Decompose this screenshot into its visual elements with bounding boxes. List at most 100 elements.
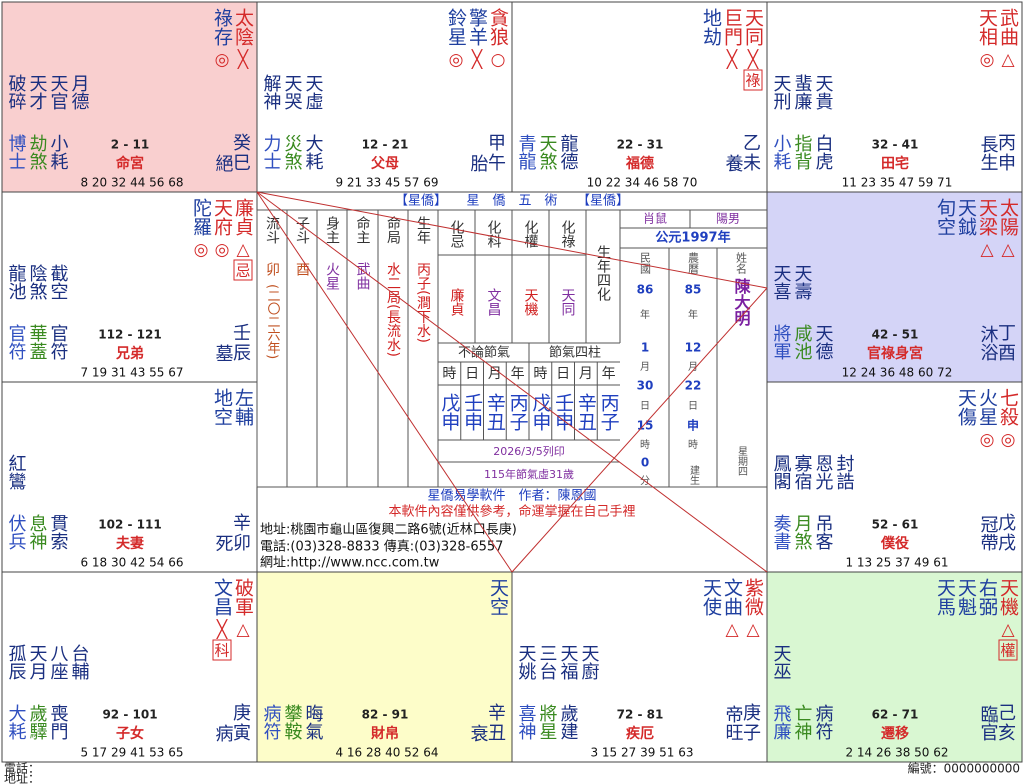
- stem: 戊: [998, 513, 1016, 534]
- palace-name: 命宮: [115, 155, 144, 172]
- star: 火星: [976, 388, 998, 426]
- minor-star: 天姚: [516, 644, 537, 680]
- person-name: 陳大明: [732, 277, 751, 327]
- spirit-star: 青龍: [516, 134, 537, 170]
- spirit-star: 病符: [261, 704, 282, 741]
- star: 天相: [976, 8, 998, 46]
- spirit-star: 天煞: [537, 134, 558, 170]
- stem: 丙: [998, 133, 1016, 154]
- brightness: △: [1001, 620, 1015, 640]
- hua-box: [998, 639, 1018, 661]
- pillar-value: 戊申: [438, 393, 460, 431]
- age-range: 62 - 71: [872, 708, 919, 722]
- minor-star: 天官: [48, 74, 69, 110]
- spirit-star: 小耗: [48, 134, 69, 170]
- spirit-star: 龍德: [558, 134, 579, 170]
- date-value: 1: [641, 341, 649, 355]
- age-range: 92 - 101: [102, 708, 157, 722]
- brightness: ╳: [237, 49, 249, 70]
- star: 天傷: [955, 388, 977, 427]
- pillar-value: 戊申: [529, 393, 551, 431]
- spirit-star: 伏兵: [6, 514, 27, 550]
- star: 天機: [997, 578, 1019, 616]
- star: 右弼: [976, 578, 998, 617]
- sihua-value: 文昌: [486, 288, 502, 316]
- spirit-star: 病符: [813, 704, 834, 741]
- star: 貪狼: [487, 8, 509, 46]
- gender: 陽男: [716, 212, 740, 226]
- palace-name: 夫妻: [116, 535, 144, 552]
- decade-years: 12 24 36 48 60 72: [842, 366, 953, 380]
- date-unit: 月: [640, 361, 650, 373]
- print-date: 2026/3/5列印: [493, 444, 564, 458]
- pillar-value: 壬申: [461, 393, 483, 431]
- date-value: 申: [687, 418, 699, 433]
- brightness: ╳: [726, 49, 738, 70]
- decade-years: 4 16 28 40 52 64: [335, 746, 438, 760]
- pillar-value: 丙子: [507, 393, 529, 431]
- palace-name: 官祿身宮: [867, 345, 923, 362]
- pillar-head: 時: [533, 366, 547, 382]
- palace: [766, 381, 1023, 573]
- column-value: 火星: [324, 262, 340, 290]
- decade-years: 6 18 30 42 54 66: [80, 556, 183, 570]
- decade-years: 9 21 33 45 57 69: [335, 176, 438, 190]
- changsheng: 胎: [468, 154, 489, 172]
- star: 天使: [700, 578, 722, 616]
- column-extra: (二〇二六年): [265, 284, 281, 359]
- sihua-value: 廉貞: [449, 287, 465, 316]
- date-unit: 年: [688, 308, 698, 321]
- age-range: 72 - 81: [617, 708, 664, 722]
- age-note: 115年節氣虛31歲: [484, 467, 574, 481]
- branch: 亥: [998, 723, 1016, 744]
- software-info: 網址:http://www.ncc.com.tw: [260, 556, 440, 571]
- footer-phone: 電話：: [4, 761, 40, 776]
- branch: 巳: [233, 153, 251, 174]
- minor-star: 恩光: [813, 454, 834, 491]
- changsheng: 沐浴: [978, 325, 999, 361]
- star: 武曲: [997, 8, 1019, 46]
- software-info: 電話:(03)328-8833 傳真:(03)328-6557: [260, 539, 503, 555]
- hua: 忌: [235, 262, 250, 280]
- age-range: 52 - 61: [872, 518, 919, 532]
- star: 紫微: [742, 578, 764, 616]
- star: 左輔: [232, 388, 254, 426]
- column-head: 流斗: [264, 216, 280, 244]
- footer-serial: 編號：0000000000: [908, 761, 1020, 776]
- stem: 乙: [743, 133, 761, 154]
- date-value: 30: [637, 379, 654, 393]
- pillar-value: 壬申: [552, 393, 574, 431]
- pillar-head: 時: [442, 366, 456, 382]
- changsheng: 長生: [978, 135, 999, 171]
- palace: [511, 571, 768, 763]
- date-unit: 日: [640, 401, 650, 412]
- brightness: ◎: [215, 50, 230, 70]
- sanfang-line: [256, 191, 768, 573]
- software-info: 本軟件內容僅供參考，命運掌握在自己手裡: [388, 504, 635, 520]
- minor-star: 八座: [48, 644, 69, 680]
- sihua-value: 天機: [523, 288, 539, 317]
- changsheng: 病: [213, 724, 234, 743]
- minor-star: 封誥: [834, 454, 855, 490]
- star: 天馬: [934, 578, 956, 616]
- decade-years: 3 15 27 39 51 63: [590, 746, 693, 760]
- age-range: 82 - 91: [362, 708, 409, 722]
- pillar-head: 日: [465, 366, 479, 382]
- minor-star: 破碎: [6, 74, 27, 110]
- age-range: 42 - 51: [872, 328, 919, 342]
- star: 天鉞: [955, 198, 977, 236]
- spirit-star: 月煞: [792, 514, 813, 550]
- hua: 權: [1000, 642, 1015, 660]
- date-value: 85: [685, 283, 702, 297]
- column-head: 命局: [385, 215, 401, 244]
- palace-name: 福德: [625, 155, 654, 172]
- brightness: △: [980, 240, 994, 260]
- hua: 科: [214, 642, 229, 660]
- minor-star: 天月: [27, 644, 48, 680]
- minor-star: 天福: [558, 644, 579, 680]
- branch: 申: [998, 153, 1016, 174]
- minor-star: 寡宿: [792, 454, 813, 490]
- spirit-star: 劫煞: [27, 134, 48, 170]
- minor-star: 月德: [69, 74, 90, 110]
